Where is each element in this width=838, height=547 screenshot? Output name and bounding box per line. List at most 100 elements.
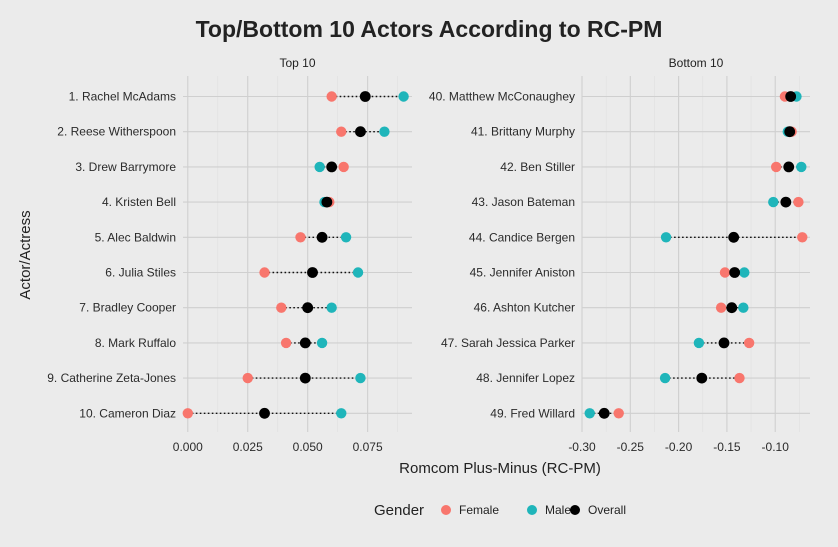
male-point bbox=[739, 267, 750, 278]
y-tick-label: 7. Bradley Cooper bbox=[79, 301, 176, 315]
overall-point bbox=[728, 231, 740, 243]
y-tick-label: 1. Rachel McAdams bbox=[69, 90, 176, 104]
panel-0: Top 10 0.000 0.025 0.050 0.075 1. Rachel McAd… bbox=[47, 56, 412, 454]
overall-point bbox=[783, 161, 795, 173]
y-tick-label: 47. Sarah Jessica Parker bbox=[441, 336, 575, 350]
female-point bbox=[743, 337, 755, 349]
male-point bbox=[340, 232, 352, 243]
panel-1: Bottom 10 -0.30 -0.25 -0.20 -0.15 -0.10 40. Ma… bbox=[429, 56, 810, 454]
y-tick-label: 10. Cameron Diaz bbox=[79, 406, 176, 420]
male-point bbox=[316, 337, 328, 349]
female-point bbox=[793, 196, 804, 208]
female-point bbox=[719, 267, 731, 278]
legend-key-male bbox=[527, 505, 537, 515]
legend-title: Gender bbox=[374, 502, 424, 519]
overall-point bbox=[299, 372, 311, 384]
female-point bbox=[797, 232, 808, 243]
y-tick-label: 46. Ashton Kutcher bbox=[474, 301, 575, 315]
legend-label-male: Male bbox=[545, 503, 571, 517]
y-tick-label: 48. Jennifer Lopez bbox=[476, 371, 575, 385]
y-tick-label: 49. Fred Willard bbox=[490, 406, 575, 420]
male-point bbox=[693, 337, 705, 349]
overall-point bbox=[299, 337, 311, 349]
female-point bbox=[295, 232, 306, 243]
male-point bbox=[768, 196, 779, 208]
male-point bbox=[352, 267, 364, 278]
male-point bbox=[398, 91, 409, 102]
legend-label-female: Female bbox=[459, 503, 499, 517]
male-point bbox=[738, 302, 749, 313]
legend-label-overall: Overall bbox=[588, 503, 626, 517]
female-point bbox=[770, 161, 782, 173]
chart-panels: Top 10 0.000 0.025 0.050 0.075 1. Rachel McAd… bbox=[47, 56, 810, 454]
overall-point bbox=[355, 126, 366, 138]
x-tick-label: 0.000 bbox=[173, 440, 203, 454]
female-point bbox=[338, 161, 349, 173]
overall-point bbox=[302, 302, 314, 314]
y-tick-label: 8. Mark Ruffalo bbox=[95, 336, 176, 350]
x-tick-label: -0.30 bbox=[568, 440, 596, 454]
legend-key-overall bbox=[570, 505, 580, 515]
overall-point bbox=[729, 267, 741, 278]
male-point bbox=[796, 161, 807, 173]
male-point bbox=[355, 372, 366, 384]
overall-point bbox=[726, 302, 738, 314]
x-tick-label: -0.25 bbox=[617, 440, 645, 454]
female-point bbox=[336, 126, 347, 137]
overall-point bbox=[785, 91, 797, 102]
panel-strip-label: Top 10 bbox=[279, 56, 315, 70]
male-point bbox=[659, 372, 671, 384]
y-tick-label: 4. Kristen Bell bbox=[102, 195, 176, 209]
male-point bbox=[379, 126, 390, 137]
panel-strip-label: Bottom 10 bbox=[669, 56, 724, 70]
y-tick-label: 40. Matthew McConaughey bbox=[429, 90, 575, 104]
y-tick-label: 2. Reese Witherspoon bbox=[57, 125, 176, 139]
male-point bbox=[336, 408, 347, 419]
x-tick-label: 0.075 bbox=[353, 440, 383, 454]
female-point bbox=[280, 337, 292, 349]
y-tick-label: 6. Julia Stiles bbox=[105, 266, 176, 280]
male-point bbox=[660, 232, 672, 243]
y-axis-title: Actor/Actress bbox=[17, 210, 34, 299]
overall-point bbox=[696, 372, 708, 384]
chart-title: Top/Bottom 10 Actors According to RC-PM bbox=[196, 16, 663, 42]
female-point bbox=[326, 91, 337, 102]
overall-point bbox=[598, 407, 610, 419]
female-point bbox=[276, 302, 287, 313]
y-tick-label: 42. Ben Stiller bbox=[500, 160, 575, 174]
female-point bbox=[259, 267, 270, 278]
x-tick-label: 0.025 bbox=[233, 440, 263, 454]
female-point bbox=[242, 372, 253, 384]
overall-point bbox=[780, 196, 792, 208]
x-tick-label: -0.10 bbox=[762, 440, 790, 454]
male-point bbox=[584, 408, 595, 419]
female-point bbox=[734, 372, 745, 384]
x-tick-label: 0.050 bbox=[293, 440, 323, 454]
y-tick-label: 3. Drew Barrymore bbox=[75, 160, 176, 174]
legend: Gender Female Male Overall bbox=[374, 502, 626, 519]
y-tick-label: 43. Jason Bateman bbox=[472, 195, 575, 209]
female-point bbox=[182, 408, 193, 419]
y-tick-label: 41. Brittany Murphy bbox=[471, 125, 575, 139]
y-tick-label: 5. Alec Baldwin bbox=[95, 230, 176, 244]
overall-point bbox=[259, 407, 270, 419]
overall-point bbox=[307, 267, 318, 278]
male-point bbox=[326, 302, 337, 313]
overall-point bbox=[326, 161, 338, 173]
female-point bbox=[613, 408, 624, 419]
legend-key-female bbox=[441, 505, 451, 515]
y-tick-label: 45. Jennifer Aniston bbox=[470, 266, 575, 280]
overall-point bbox=[718, 337, 730, 349]
x-tick-label: -0.20 bbox=[665, 440, 693, 454]
x-tick-label: -0.15 bbox=[713, 440, 741, 454]
male-point bbox=[314, 161, 325, 173]
overall-point bbox=[316, 231, 328, 243]
overall-point bbox=[784, 126, 796, 138]
y-tick-label: 9. Catherine Zeta-Jones bbox=[47, 371, 176, 385]
female-point bbox=[715, 302, 727, 313]
overall-point bbox=[359, 91, 371, 102]
overall-point bbox=[321, 196, 333, 208]
y-tick-label: 44. Candice Bergen bbox=[469, 230, 575, 244]
x-axis-title: Romcom Plus-Minus (RC-PM) bbox=[399, 460, 601, 477]
